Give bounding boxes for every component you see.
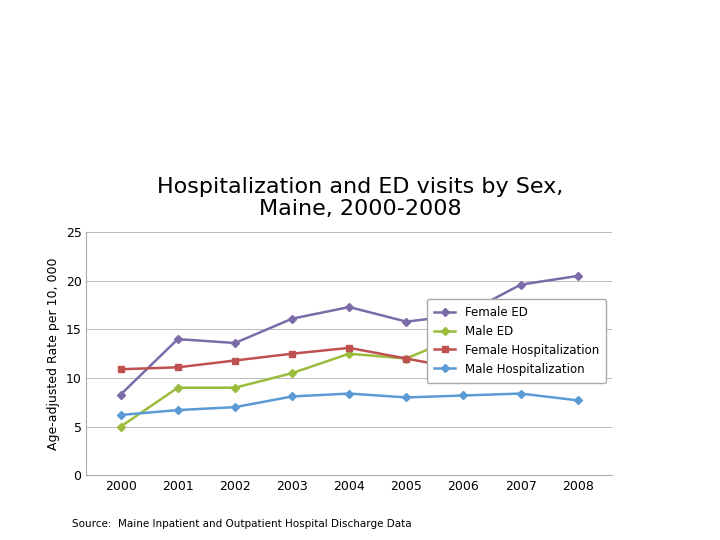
Male Hospitalization [174,407,182,413]
Female ED [174,336,182,342]
Male Hospitalization [516,390,525,397]
Text: Maine, 2000-2008: Maine, 2000-2008 [258,199,462,219]
Male Hospitalization [117,411,125,418]
Male Hospitalization [573,397,582,403]
Female Hospitalization [345,345,354,351]
Female Hospitalization [516,364,525,370]
Line: Female Hospitalization: Female Hospitalization [118,345,580,372]
Female ED [345,304,354,310]
Female Hospitalization [230,357,239,364]
Male ED [288,370,297,376]
Female ED [402,319,410,325]
Male Hospitalization [230,404,239,410]
Female ED [117,392,125,398]
Female ED [230,340,239,346]
Female ED [459,312,468,318]
Male ED [230,384,239,391]
Text: Source:  Maine Inpatient and Outpatient Hospital Discharge Data: Source: Maine Inpatient and Outpatient H… [72,519,412,529]
Male ED [402,355,410,362]
Female Hospitalization [288,350,297,357]
Male ED [459,331,468,338]
Male ED [573,319,582,326]
Male ED [516,310,525,317]
Male Hospitalization [402,394,410,401]
Female Hospitalization [459,366,468,373]
Female ED [573,273,582,279]
Male ED [174,384,182,391]
Female Hospitalization [174,364,182,370]
Male ED [117,423,125,430]
Female ED [516,281,525,288]
Line: Female ED: Female ED [118,273,580,397]
Male Hospitalization [459,392,468,399]
Y-axis label: Age-adjusted Rate per 10, 000: Age-adjusted Rate per 10, 000 [47,258,60,450]
Text: Hospitalization and ED visits by Sex,: Hospitalization and ED visits by Sex, [157,177,563,197]
Male ED [345,350,354,357]
Female Hospitalization [117,366,125,373]
Female Hospitalization [402,355,410,362]
Female ED [288,315,297,322]
Male Hospitalization [288,393,297,400]
Female Hospitalization [573,352,582,358]
Line: Male ED: Male ED [118,311,580,429]
Male Hospitalization [345,390,354,397]
Legend: Female ED, Male ED, Female Hospitalization, Male Hospitalization: Female ED, Male ED, Female Hospitalizati… [427,299,606,383]
Line: Male Hospitalization: Male Hospitalization [118,391,580,418]
